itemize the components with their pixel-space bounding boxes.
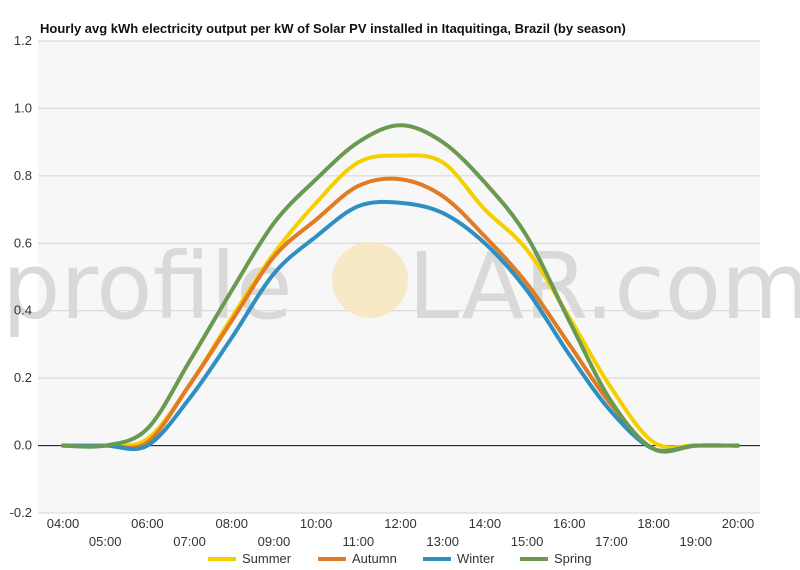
- series-line-winter: [61, 199, 740, 453]
- x-tick-label: 18:00: [637, 516, 670, 531]
- y-tick-label: 0.6: [14, 235, 32, 250]
- x-tick-label: 16:00: [553, 516, 586, 531]
- x-tick-label: 14:00: [469, 516, 502, 531]
- x-tick-label: 12:00: [384, 516, 417, 531]
- x-tick-label: 11:00: [343, 534, 375, 549]
- chart-title: Hourly avg kWh electricity output per kW…: [40, 21, 626, 36]
- x-tick-label: 04:00: [47, 516, 80, 531]
- x-tick-label: 06:00: [131, 516, 164, 531]
- watermark-left-text: profile: [2, 233, 293, 340]
- x-tick-label: 17:00: [595, 534, 628, 549]
- legend-label-spring: Spring: [554, 551, 592, 566]
- x-axis-ticks: 04:00 05:00 06:00 07:00 08:00 09:00 10:00 11:00…: [47, 516, 755, 549]
- y-axis-ticks: 1.2 1.0 0.8 0.6 0.4 0.2 0.0 -0.2: [10, 33, 32, 520]
- x-tick-label: 10:00: [300, 516, 333, 531]
- legend-label-summer: Summer: [242, 551, 292, 566]
- x-tick-label: 05:00: [89, 534, 122, 549]
- legend-label-winter: Winter: [457, 551, 495, 566]
- x-tick-label: 19:00: [680, 534, 713, 549]
- x-tick-label: 15:00: [511, 534, 544, 549]
- y-tick-label: -0.2: [10, 505, 32, 520]
- y-tick-label: 1.0: [14, 100, 32, 115]
- y-tick-label: 0.0: [14, 438, 32, 453]
- x-tick-label: 13:00: [426, 534, 459, 549]
- legend: Summer Autumn Winter Spring: [208, 551, 592, 566]
- y-tick-label: 0.2: [14, 370, 32, 385]
- watermark: profile LAR.com: [2, 233, 800, 340]
- watermark-sun-icon: [332, 242, 408, 318]
- watermark-right-text: LAR.com: [408, 233, 800, 340]
- x-tick-label: 07:00: [173, 534, 206, 549]
- x-tick-label: 08:00: [215, 516, 248, 531]
- legend-label-autumn: Autumn: [352, 551, 397, 566]
- y-tick-label: 0.8: [14, 168, 32, 183]
- y-tick-label: 0.4: [14, 303, 32, 318]
- x-tick-label: 20:00: [722, 516, 755, 531]
- series-line-spring: [61, 123, 740, 454]
- y-tick-label: 1.2: [14, 33, 32, 48]
- x-tick-label: 09:00: [258, 534, 291, 549]
- series-lines: [61, 123, 740, 454]
